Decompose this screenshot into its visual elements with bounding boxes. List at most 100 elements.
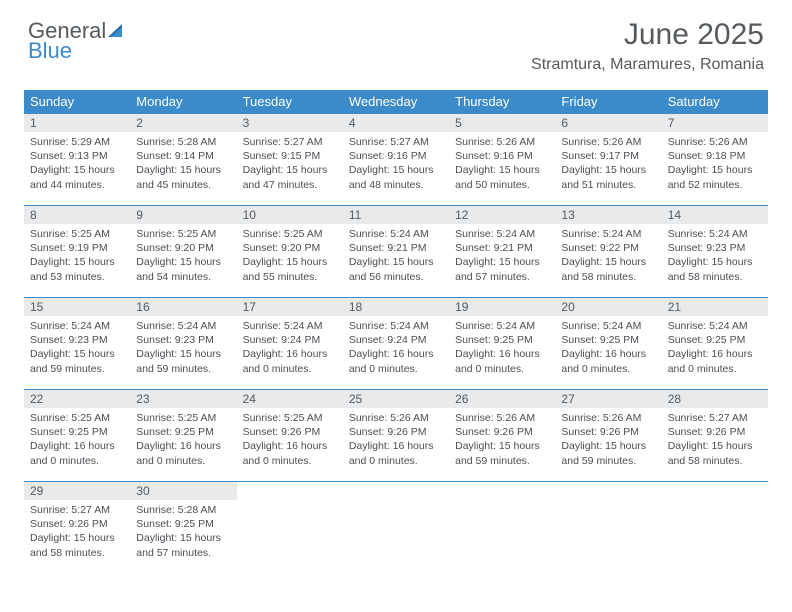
day-number: 12 [449, 206, 555, 224]
empty-day-cell [662, 482, 768, 574]
daylight-text: Daylight: 15 hours and 57 minutes. [455, 255, 549, 283]
daylight-text: Daylight: 15 hours and 59 minutes. [455, 439, 549, 467]
daylight-text: Daylight: 15 hours and 56 minutes. [349, 255, 443, 283]
day-cell: 14Sunrise: 5:24 AMSunset: 9:23 PMDayligh… [662, 206, 768, 298]
sunrise-text: Sunrise: 5:25 AM [243, 227, 337, 241]
sunrise-text: Sunrise: 5:27 AM [349, 135, 443, 149]
day-details: Sunrise: 5:24 AMSunset: 9:23 PMDaylight:… [662, 224, 768, 288]
daylight-text: Daylight: 15 hours and 52 minutes. [668, 163, 762, 191]
daylight-text: Daylight: 15 hours and 53 minutes. [30, 255, 124, 283]
sunrise-text: Sunrise: 5:27 AM [243, 135, 337, 149]
day-number: 19 [449, 298, 555, 316]
sunrise-text: Sunrise: 5:24 AM [455, 227, 549, 241]
calendar-week-row: 22 Sunrise: 5:25 AM Sunset: 9:25 PM Dayligh… [24, 390, 768, 482]
day-number: 6 [555, 114, 661, 132]
sunset-text: Sunset: 9:20 PM [136, 241, 230, 255]
sunset-text: Sunset: 9:25 PM [136, 517, 230, 531]
brand-logo: General Blue [28, 18, 128, 64]
sunrise-text: Sunrise: 5:24 AM [668, 319, 762, 333]
daylight-text: Daylight: 16 hours and 0 minutes. [243, 439, 337, 467]
sunrise-text: Sunrise: 5:24 AM [243, 319, 337, 333]
sunset-text: Sunset: 9:25 PM [668, 333, 762, 347]
sunset-text: Sunset: 9:21 PM [455, 241, 549, 255]
day-details: Sunrise: 5:25 AMSunset: 9:26 PMDaylight:… [237, 408, 343, 472]
day-details: Sunrise: 5:27 AMSunset: 9:15 PMDaylight:… [237, 132, 343, 196]
daylight-text: Daylight: 15 hours and 58 minutes. [668, 255, 762, 283]
day-cell: 15Sunrise: 5:24 AMSunset: 9:23 PMDayligh… [24, 298, 130, 390]
empty-day-cell [555, 482, 661, 574]
day-number: 27 [555, 390, 661, 408]
empty-day-cell [237, 482, 343, 574]
brand-sail-icon [108, 25, 128, 42]
sunset-text: Sunset: 9:21 PM [349, 241, 443, 255]
sunset-text: Sunset: 9:24 PM [349, 333, 443, 347]
day-details: Sunrise: 5:24 AMSunset: 9:21 PMDaylight:… [449, 224, 555, 288]
day-details: Sunrise: 5:24 AMSunset: 9:25 PMDaylight:… [555, 316, 661, 380]
sunrise-text: Sunrise: 5:24 AM [668, 227, 762, 241]
weekday-header: Sunday [24, 90, 130, 114]
day-details: Sunrise: 5:24 AMSunset: 9:21 PMDaylight:… [343, 224, 449, 288]
day-cell: 16Sunrise: 5:24 AMSunset: 9:23 PMDayligh… [130, 298, 236, 390]
day-cell: 22Sunrise: 5:25 AMSunset: 9:25 PMDayligh… [24, 390, 130, 482]
day-cell: 27Sunrise: 5:26 AMSunset: 9:26 PMDayligh… [555, 390, 661, 482]
day-cell: 11Sunrise: 5:24 AMSunset: 9:21 PMDayligh… [343, 206, 449, 298]
day-number: 22 [24, 390, 130, 408]
daylight-text: Daylight: 16 hours and 0 minutes. [136, 439, 230, 467]
daylight-text: Daylight: 15 hours and 54 minutes. [136, 255, 230, 283]
day-number: 5 [449, 114, 555, 132]
day-details: Sunrise: 5:24 AMSunset: 9:24 PMDaylight:… [343, 316, 449, 380]
sunset-text: Sunset: 9:25 PM [455, 333, 549, 347]
sunset-text: Sunset: 9:22 PM [561, 241, 655, 255]
sunset-text: Sunset: 9:18 PM [668, 149, 762, 163]
day-cell: 28Sunrise: 5:27 AMSunset: 9:26 PMDayligh… [662, 390, 768, 482]
sunset-text: Sunset: 9:26 PM [30, 517, 124, 531]
sunset-text: Sunset: 9:23 PM [136, 333, 230, 347]
daylight-text: Daylight: 15 hours and 48 minutes. [349, 163, 443, 191]
sunset-text: Sunset: 9:23 PM [668, 241, 762, 255]
sunrise-text: Sunrise: 5:28 AM [136, 503, 230, 517]
sunset-text: Sunset: 9:25 PM [30, 425, 124, 439]
sunset-text: Sunset: 9:26 PM [561, 425, 655, 439]
calendar-week-row: 1Sunrise: 5:29 AMSunset: 9:13 PMDaylight… [24, 114, 768, 206]
weekday-header-row: Sunday Monday Tuesday Wednesday Thursday… [24, 90, 768, 114]
day-number: 13 [555, 206, 661, 224]
sunset-text: Sunset: 9:26 PM [243, 425, 337, 439]
day-cell: 29Sunrise: 5:27 AMSunset: 9:26 PMDayligh… [24, 482, 130, 574]
day-details: Sunrise: 5:26 AMSunset: 9:17 PMDaylight:… [555, 132, 661, 196]
daylight-text: Daylight: 15 hours and 50 minutes. [455, 163, 549, 191]
day-number: 3 [237, 114, 343, 132]
sunrise-text: Sunrise: 5:24 AM [349, 319, 443, 333]
sunrise-text: Sunrise: 5:24 AM [349, 227, 443, 241]
sunrise-text: Sunrise: 5:27 AM [668, 411, 762, 425]
day-number: 14 [662, 206, 768, 224]
sunrise-text: Sunrise: 5:25 AM [136, 411, 230, 425]
day-number: 2 [130, 114, 236, 132]
sunrise-text: Sunrise: 5:26 AM [561, 135, 655, 149]
day-cell: 17Sunrise: 5:24 AMSunset: 9:24 PMDayligh… [237, 298, 343, 390]
day-number: 25 [343, 390, 449, 408]
day-number: 18 [343, 298, 449, 316]
day-details: Sunrise: 5:24 AMSunset: 9:25 PMDaylight:… [449, 316, 555, 380]
daylight-text: Daylight: 16 hours and 0 minutes. [455, 347, 549, 375]
day-number: 1 [24, 114, 130, 132]
day-number: 16 [130, 298, 236, 316]
daylight-text: Daylight: 15 hours and 51 minutes. [561, 163, 655, 191]
day-cell: 18Sunrise: 5:24 AMSunset: 9:24 PMDayligh… [343, 298, 449, 390]
daylight-text: Daylight: 15 hours and 59 minutes. [561, 439, 655, 467]
day-details: Sunrise: 5:26 AMSunset: 9:26 PMDaylight:… [343, 408, 449, 472]
weekday-header: Tuesday [237, 90, 343, 114]
sunrise-text: Sunrise: 5:26 AM [455, 411, 549, 425]
day-details: Sunrise: 5:26 AMSunset: 9:26 PMDaylight:… [449, 408, 555, 472]
day-cell: 6Sunrise: 5:26 AMSunset: 9:17 PMDaylight… [555, 114, 661, 206]
day-details: Sunrise: 5:24 AMSunset: 9:23 PMDaylight:… [24, 316, 130, 380]
day-details: Sunrise: 5:26 AMSunset: 9:16 PMDaylight:… [449, 132, 555, 196]
day-details: Sunrise: 5:27 AMSunset: 9:16 PMDaylight:… [343, 132, 449, 196]
sunset-text: Sunset: 9:14 PM [136, 149, 230, 163]
daylight-text: Daylight: 15 hours and 59 minutes. [136, 347, 230, 375]
day-cell: 26Sunrise: 5:26 AMSunset: 9:26 PMDayligh… [449, 390, 555, 482]
day-number: 10 [237, 206, 343, 224]
day-number: 26 [449, 390, 555, 408]
day-number: 8 [24, 206, 130, 224]
day-number: 28 [662, 390, 768, 408]
sunrise-text: Sunrise: 5:27 AM [30, 503, 124, 517]
